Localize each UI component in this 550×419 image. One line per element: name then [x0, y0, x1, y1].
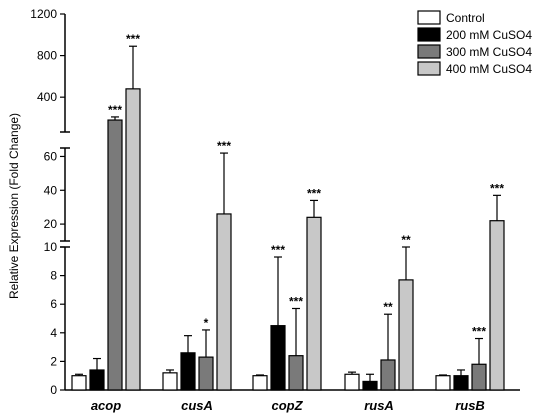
bar [125, 88, 141, 391]
x-category-label: rusA [364, 398, 394, 413]
bar [216, 213, 232, 391]
bar [288, 355, 304, 391]
y-tick-label: 0 [50, 383, 57, 397]
y-tick-label: 10 [44, 240, 58, 254]
significance-label: *** [490, 181, 504, 195]
significance-label: *** [271, 243, 285, 257]
bar [380, 359, 396, 391]
bar [453, 375, 469, 391]
significance-label: *** [126, 32, 140, 46]
bar [306, 216, 322, 391]
y-tick-label: 800 [37, 49, 57, 63]
y-axis-label: Relative Expression (Fold Change) [7, 113, 21, 299]
bar [180, 352, 196, 391]
significance-label: *** [289, 294, 303, 308]
significance-label: *** [217, 139, 231, 153]
x-category-label: cusA [181, 398, 213, 413]
significance-label: * [204, 316, 209, 330]
y-tick-label: 60 [44, 149, 58, 163]
y-tick-label: 2 [50, 354, 57, 368]
significance-label: *** [307, 186, 321, 200]
significance-label: *** [108, 103, 122, 117]
y-tick-label: 20 [44, 217, 58, 231]
bar [71, 375, 87, 391]
legend-swatch [417, 44, 441, 59]
bar [107, 119, 123, 391]
bar [398, 279, 414, 391]
significance-label: ** [401, 233, 411, 247]
significance-label: *** [472, 325, 486, 339]
y-tick-label: 400 [37, 90, 57, 104]
legend-label: 400 mM CuSO4 [446, 62, 532, 76]
bar [270, 325, 286, 391]
legend-label: 300 mM CuSO4 [446, 45, 532, 59]
bar [489, 220, 505, 391]
bar [344, 373, 360, 391]
legend-swatch [417, 61, 441, 76]
legend-label: 200 mM CuSO4 [446, 28, 532, 42]
x-category-label: acop [91, 398, 121, 413]
bar [198, 356, 214, 391]
y-tick-label: 1200 [30, 7, 57, 21]
bar [162, 372, 178, 391]
bar [362, 380, 378, 391]
bar [252, 375, 268, 391]
bar [435, 375, 451, 391]
y-tick-label: 6 [50, 297, 57, 311]
x-category-label: rusB [455, 398, 485, 413]
bar [89, 369, 105, 391]
x-category-label: copZ [271, 398, 303, 413]
y-tick-label: 8 [50, 269, 57, 283]
significance-label: ** [383, 300, 393, 314]
legend-label: Control [446, 11, 485, 25]
legend-swatch [417, 10, 441, 25]
y-tick-label: 4 [50, 326, 57, 340]
y-tick-label: 40 [44, 183, 58, 197]
bar [471, 363, 487, 391]
legend-swatch [417, 27, 441, 42]
